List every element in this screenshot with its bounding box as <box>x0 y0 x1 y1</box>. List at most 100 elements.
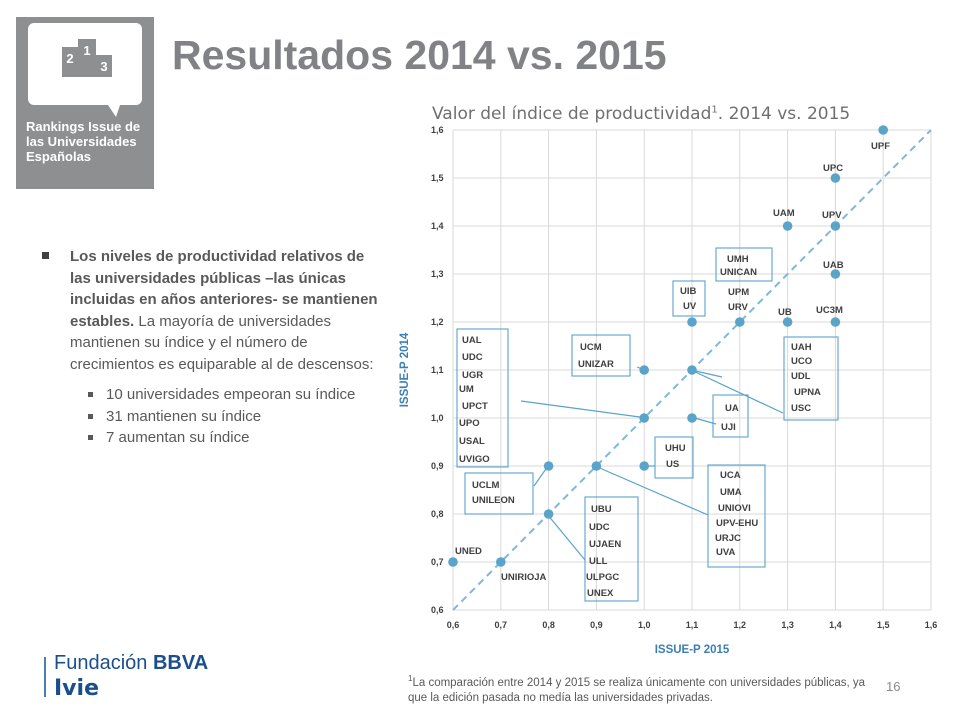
leader-line <box>546 513 586 561</box>
fundacion-text: Fundación <box>54 652 148 674</box>
data-point <box>878 125 888 135</box>
y-tick-label: 1,5 <box>431 173 444 183</box>
point-label-uab: UAB <box>823 260 844 271</box>
group-label-uma: UMA <box>720 487 742 498</box>
chart-title-rest: . 2014 vs. 2015 <box>717 104 851 124</box>
group-label-urv: URV <box>728 302 749 313</box>
leader-line <box>690 369 784 414</box>
point-label-ub: UB <box>778 307 792 318</box>
sub-bullet: 31 mantienen su índice <box>88 406 387 428</box>
x-tick-label: 0,7 <box>495 620 508 630</box>
fundacion-bbva-logo: Fundación BBVA <box>54 652 208 675</box>
sub-bullet-text: 10 universidades empeoran su índice <box>106 386 356 403</box>
group-label-unican: UNICAN <box>720 267 757 278</box>
bullet-list: Los niveles de productividad relativos d… <box>42 246 387 449</box>
data-point <box>782 317 793 327</box>
group-label-ua: UA <box>725 403 739 414</box>
x-tick-label: 1,6 <box>925 620 938 630</box>
leader-line <box>594 465 709 516</box>
point-label-upv: UPV <box>822 210 842 221</box>
point-label-uned: UNED <box>455 546 482 557</box>
group-label-uvigo: UVIGO <box>459 454 490 465</box>
data-point <box>639 413 649 423</box>
group-label-unex: UNEX <box>587 588 614 599</box>
x-tick-label: 1,3 <box>781 620 794 630</box>
group-label-udl: UDL <box>791 371 811 382</box>
x-tick-label: 0,6 <box>447 620 460 630</box>
group-label-upm: UPM <box>728 287 749 298</box>
x-tick-label: 1,2 <box>734 620 747 630</box>
logo-caption: Rankings Issue de las Universidades Espa… <box>26 119 151 164</box>
main-bullet-text: La mayoría de universidades mantienen su… <box>70 312 374 373</box>
sub-bullet-text: 7 aumentan su índice <box>106 429 250 446</box>
group-label-uva: UVA <box>716 547 735 558</box>
point-label-upf: UPF <box>871 141 890 152</box>
group-label-us: US <box>666 459 679 470</box>
y-tick-label: 1,6 <box>431 125 444 135</box>
podium-icon: 2 1 3 <box>28 23 142 117</box>
group-label-uniovi: UNIOVI <box>718 503 751 514</box>
page-number: 16 <box>886 679 901 694</box>
podium-number-2: 2 <box>66 51 73 66</box>
label-box <box>571 334 631 377</box>
label-box <box>783 336 839 421</box>
group-label-urjc: URJC <box>715 533 741 544</box>
square-bullet-icon <box>88 413 93 419</box>
chart-title-text: Valor del índice de productividad <box>432 104 712 124</box>
group-label-upo: UPO <box>459 418 480 429</box>
group-label-uclm: UCLM <box>472 480 500 491</box>
x-tick-label: 1,4 <box>829 620 842 630</box>
data-point <box>782 221 793 231</box>
group-label-usc: USC <box>791 403 811 414</box>
group-label-uib: UIB <box>680 286 697 297</box>
label-box <box>715 247 773 282</box>
data-point <box>830 173 841 183</box>
group-label-udc: UDC <box>589 522 610 533</box>
group-label-uah: UAH <box>791 342 812 353</box>
point-label-uc3m: UC3M <box>816 305 843 316</box>
y-axis-label: ISSUE-P 2014 <box>399 332 411 407</box>
bbva-text: BBVA <box>152 652 209 674</box>
chart-title-sup: 1 <box>711 104 718 116</box>
label-box <box>456 328 509 468</box>
group-label-usal: USAL <box>459 436 485 447</box>
x-tick-label: 1,5 <box>877 620 890 630</box>
group-label-ucm: UCM <box>580 342 602 353</box>
page-title: Resultados 2014 vs. 2015 <box>172 32 667 78</box>
group-label-uca: UCA <box>720 470 741 481</box>
group-label-upv-ehu: UPV-EHU <box>716 518 758 529</box>
sub-bullet: 7 aumentan su índice <box>88 427 387 449</box>
group-label-ual: UAL <box>462 335 482 346</box>
data-point <box>830 221 841 231</box>
x-tick-label: 0,8 <box>542 620 555 630</box>
podium-number-3: 3 <box>100 59 107 74</box>
label-box <box>672 280 706 317</box>
sub-bullet: 10 universidades empeoran su índice <box>88 384 387 406</box>
group-label-uji: UJI <box>721 422 736 433</box>
footnote-sup: 1 <box>408 674 413 683</box>
y-tick-label: 0,9 <box>431 461 444 471</box>
footnote-text: La comparación entre 2014 y 2015 se real… <box>408 676 866 704</box>
main-bullet-bold: Los niveles de productividad relativos d… <box>70 248 378 330</box>
footnote: 1La comparación entre 2014 y 2015 se rea… <box>408 671 868 706</box>
data-point <box>543 461 554 471</box>
logo-line: las Universidades <box>26 134 137 149</box>
data-point <box>735 317 745 327</box>
group-label-ujaen: UJAEN <box>589 539 621 550</box>
y-tick-label: 1,3 <box>431 269 444 279</box>
group-label-um: UM <box>459 384 474 395</box>
point-label-upc: UPC <box>823 163 843 174</box>
data-point <box>687 365 697 375</box>
group-label-upna: UPNA <box>794 387 821 398</box>
data-point <box>448 557 458 567</box>
label-box <box>464 472 534 515</box>
sub-bullets: 10 universidades empeoran su índice 31 m… <box>42 384 387 449</box>
footer-divider <box>44 657 46 697</box>
data-point <box>639 365 649 375</box>
square-bullet-icon <box>42 252 49 259</box>
logo-line: Rankings Issue de <box>26 119 141 134</box>
logo-line: Españolas <box>26 149 92 164</box>
y-tick-label: 1,2 <box>431 317 444 327</box>
group-label-uco: UCO <box>791 356 812 367</box>
